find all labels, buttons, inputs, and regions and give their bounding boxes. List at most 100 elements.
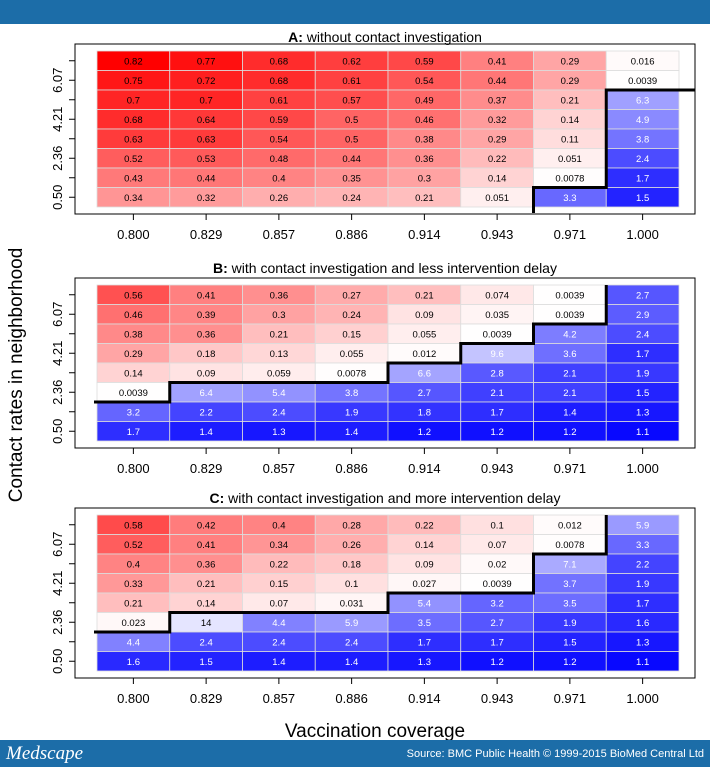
cell-label: 0.7 bbox=[127, 95, 140, 106]
threshold-boundary-line bbox=[94, 285, 608, 404]
cell-label: 0.29 bbox=[488, 134, 507, 145]
cell-label: 0.26 bbox=[270, 193, 289, 204]
cell-label: 0.33 bbox=[124, 579, 143, 590]
cell-label: 0.0078 bbox=[555, 540, 584, 551]
cell-label: 1.7 bbox=[491, 407, 504, 418]
cell-label: 6.3 bbox=[636, 95, 649, 106]
cell-label: 1.2 bbox=[563, 427, 576, 438]
cell-label: 2.4 bbox=[200, 637, 213, 648]
cell-label: 0.035 bbox=[485, 310, 509, 321]
cell-label: 0.14 bbox=[488, 173, 507, 184]
cell-label: 0.38 bbox=[415, 134, 434, 145]
x-tick-label: 0.800 bbox=[117, 461, 150, 476]
cell-label: 0.24 bbox=[342, 193, 361, 204]
cell-label: 0.1 bbox=[491, 520, 504, 531]
cell-label: 1.1 bbox=[636, 657, 649, 668]
cell-label: 0.54 bbox=[270, 134, 289, 145]
cell-label: 0.059 bbox=[267, 368, 291, 379]
cell-label: 0.0039 bbox=[555, 310, 584, 321]
x-tick-label: 0.829 bbox=[190, 691, 223, 706]
cell-label: 0.54 bbox=[415, 76, 434, 87]
x-tick-label: 0.829 bbox=[190, 227, 223, 242]
cell-label: 0.055 bbox=[340, 349, 364, 360]
cell-label: 2.4 bbox=[636, 329, 649, 340]
cell-label: 1.6 bbox=[127, 657, 140, 668]
cell-label: 1.7 bbox=[636, 173, 649, 184]
cell-label: 0.18 bbox=[342, 559, 361, 570]
cell-label: 1.3 bbox=[418, 657, 431, 668]
x-tick-label: 0.943 bbox=[481, 227, 514, 242]
cell-label: 0.07 bbox=[488, 540, 507, 551]
cell-label: 0.53 bbox=[197, 154, 216, 165]
x-tick-label: 0.857 bbox=[263, 691, 296, 706]
cell-label: 0.3 bbox=[418, 173, 431, 184]
cell-label: 0.4 bbox=[272, 173, 285, 184]
threshold-boundary-line bbox=[94, 515, 608, 634]
cell-label: 1.5 bbox=[636, 388, 649, 399]
cell-label: 0.52 bbox=[124, 154, 143, 165]
cell-label: 0.75 bbox=[124, 76, 143, 87]
cell-label: 0.58 bbox=[124, 520, 143, 531]
header-bar bbox=[0, 0, 710, 24]
cell-label: 1.4 bbox=[345, 657, 358, 668]
cell-label: 1.6 bbox=[636, 618, 649, 629]
cell-label: 0.44 bbox=[342, 154, 361, 165]
plot-frame bbox=[74, 507, 696, 679]
cell-label: 0.074 bbox=[485, 290, 509, 301]
cell-label: 0.56 bbox=[124, 290, 143, 301]
cell-label: 2.9 bbox=[636, 310, 649, 321]
cell-label: 0.1 bbox=[345, 579, 358, 590]
cell-label: 0.14 bbox=[415, 540, 434, 551]
cell-label: 0.61 bbox=[342, 76, 361, 87]
cell-label: 1.9 bbox=[563, 618, 576, 629]
x-tick-label: 0.886 bbox=[335, 227, 368, 242]
cell-label: 0.36 bbox=[270, 290, 289, 301]
cell-label: 0.4 bbox=[127, 559, 140, 570]
cell-label: 0.023 bbox=[121, 618, 145, 629]
cell-label: 0.07 bbox=[270, 598, 289, 609]
cell-label: 0.21 bbox=[270, 329, 289, 340]
cell-label: 0.46 bbox=[124, 310, 143, 321]
cell-label: 0.62 bbox=[342, 56, 361, 67]
cell-label: 0.11 bbox=[561, 134, 579, 145]
cell-label: 1.5 bbox=[563, 637, 576, 648]
cell-label: 0.016 bbox=[631, 56, 655, 67]
cell-label: 3.2 bbox=[127, 407, 140, 418]
cell-label: 0.59 bbox=[415, 56, 434, 67]
cell-label: 0.64 bbox=[197, 115, 216, 126]
cell-label: 1.2 bbox=[563, 657, 576, 668]
heatmap-cell bbox=[605, 187, 680, 208]
cell-label: 4.9 bbox=[636, 115, 649, 126]
cell-label: 0.0039 bbox=[483, 329, 512, 340]
y-tick-label: 2.36 bbox=[50, 380, 65, 405]
cell-label: 0.7 bbox=[200, 95, 213, 106]
cell-label: 1.7 bbox=[418, 637, 431, 648]
cell-label: 5.9 bbox=[345, 618, 358, 629]
cell-label: 3.3 bbox=[563, 193, 576, 204]
cell-label: 2.4 bbox=[636, 154, 649, 165]
cell-label: 0.68 bbox=[124, 115, 143, 126]
cell-label: 0.24 bbox=[342, 310, 361, 321]
x-axis-label: Vaccination coverage bbox=[285, 721, 465, 742]
cell-label: 0.3 bbox=[272, 310, 285, 321]
cell-label: 0.49 bbox=[415, 95, 434, 106]
cell-label: 0.012 bbox=[558, 520, 582, 531]
cell-label: 0.44 bbox=[197, 173, 216, 184]
cell-label: 0.36 bbox=[415, 154, 434, 165]
source-credit: Source: BMC Public Health © 1999-2015 Bi… bbox=[406, 748, 704, 760]
cell-label: 5.4 bbox=[272, 388, 285, 399]
cell-label: 0.68 bbox=[270, 76, 289, 87]
cell-label: 2.7 bbox=[418, 388, 431, 399]
cell-label: 3.3 bbox=[636, 540, 649, 551]
cell-label: 0.32 bbox=[488, 115, 507, 126]
cell-label: 0.14 bbox=[124, 368, 143, 379]
y-tick-label: 4.21 bbox=[50, 341, 65, 366]
medscape-logo[interactable]: Medscape bbox=[6, 743, 84, 764]
cell-label: 1.8 bbox=[418, 407, 431, 418]
cell-label: 1.7 bbox=[127, 427, 140, 438]
cell-label: 0.77 bbox=[197, 56, 216, 67]
panel-title: B: with contact investigation and less i… bbox=[213, 260, 557, 276]
cell-label: 0.051 bbox=[558, 154, 582, 165]
x-tick-label: 0.943 bbox=[481, 691, 514, 706]
cell-label: 0.027 bbox=[412, 579, 436, 590]
